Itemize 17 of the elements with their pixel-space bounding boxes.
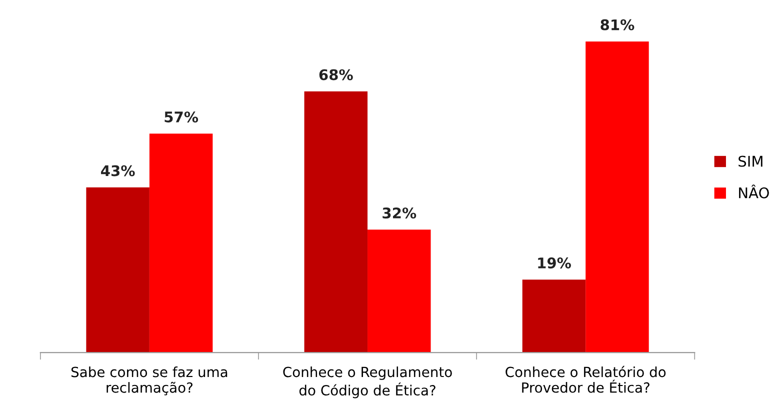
bar — [586, 41, 649, 353]
data-label: 81% — [600, 19, 634, 30]
bar — [149, 134, 213, 353]
legend-label: SIM — [738, 156, 762, 167]
x-tick-label: Conhece o Regulamento do Código de Ética? — [283, 366, 452, 398]
data-label: 19% — [538, 257, 571, 268]
data-label: 68% — [319, 69, 353, 80]
bar — [86, 187, 150, 353]
bar — [304, 91, 368, 353]
bar — [522, 280, 586, 353]
x-tick-label: Sabe como se faz uma reclamação? — [71, 366, 228, 396]
bar — [368, 230, 431, 353]
x-tick-label: Conhece o Relatório do Provedor de Ética? — [506, 366, 666, 393]
data-label: 43% — [101, 165, 135, 176]
data-label: 32% — [382, 207, 416, 219]
legend-label: NÂO — [739, 184, 769, 198]
data-label: 57% — [164, 111, 198, 122]
